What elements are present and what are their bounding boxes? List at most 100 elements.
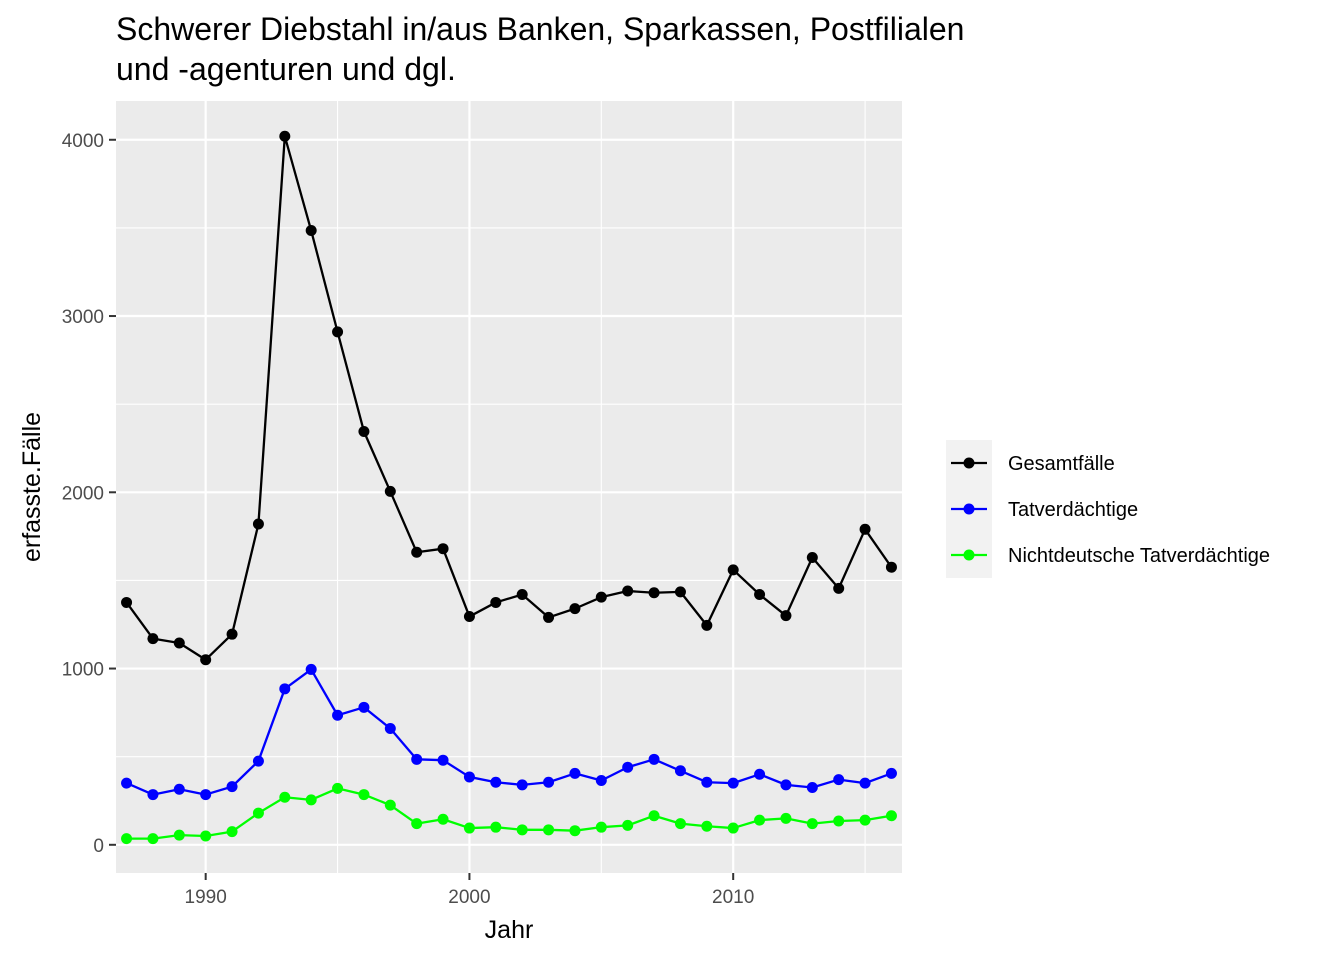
data-point-nichtdeutsche-tatverdachtige xyxy=(121,833,133,845)
data-point-gesamtfalle xyxy=(332,326,344,338)
data-point-tatverdachtige xyxy=(279,683,291,695)
data-point-gesamtfalle xyxy=(806,552,818,564)
data-point-nichtdeutsche-tatverdachtige xyxy=(780,812,792,824)
data-point-tatverdachtige xyxy=(463,771,475,783)
data-point-nichtdeutsche-tatverdachtige xyxy=(305,794,317,806)
data-point-tatverdachtige xyxy=(754,768,766,780)
data-point-gesamtfalle xyxy=(622,585,634,597)
data-point-nichtdeutsche-tatverdachtige xyxy=(490,821,502,833)
data-point-nichtdeutsche-tatverdachtige xyxy=(569,825,581,837)
data-point-gesamtfalle xyxy=(437,543,449,555)
data-point-nichtdeutsche-tatverdachtige xyxy=(332,782,344,794)
data-point-tatverdachtige xyxy=(780,779,792,791)
data-point-gesamtfalle xyxy=(780,610,792,622)
data-point-tatverdachtige xyxy=(358,701,370,713)
data-point-nichtdeutsche-tatverdachtige xyxy=(701,820,713,832)
data-point-nichtdeutsche-tatverdachtige xyxy=(595,821,607,833)
data-point-tatverdachtige xyxy=(252,755,264,767)
data-point-gesamtfalle xyxy=(463,611,475,623)
data-point-nichtdeutsche-tatverdachtige xyxy=(516,824,528,836)
data-point-tatverdachtige xyxy=(490,776,502,788)
data-point-tatverdachtige xyxy=(622,761,634,773)
data-point-tatverdachtige xyxy=(200,789,212,801)
data-point-nichtdeutsche-tatverdachtige xyxy=(885,810,897,822)
data-point-nichtdeutsche-tatverdachtige xyxy=(859,814,871,826)
data-point-gesamtfalle xyxy=(200,654,212,666)
data-point-tatverdachtige xyxy=(806,782,818,794)
legend-label-gesamtfalle: Gesamtfälle xyxy=(1008,453,1115,475)
legend-key-point-gesamtfalle xyxy=(963,457,975,469)
y-axis: 0 1000 2000 3000 4000 xyxy=(62,131,116,857)
data-point-tatverdachtige xyxy=(411,753,423,765)
data-point-gesamtfalle xyxy=(121,596,133,608)
data-point-tatverdachtige xyxy=(437,754,449,766)
data-point-tatverdachtige xyxy=(147,789,159,801)
data-point-nichtdeutsche-tatverdachtige xyxy=(384,799,396,811)
chart-title-line-2: und -agenturen und dgl. xyxy=(116,51,456,87)
x-tick-label: 2010 xyxy=(712,887,754,908)
data-point-tatverdachtige xyxy=(173,783,185,795)
data-point-gesamtfalle xyxy=(147,633,159,645)
x-tick-label: 1990 xyxy=(185,887,227,908)
series-line-gesamtfalle xyxy=(125,135,893,661)
data-point-gesamtfalle xyxy=(754,589,766,601)
data-point-tatverdachtige xyxy=(833,774,845,786)
data-point-gesamtfalle xyxy=(569,603,581,615)
data-point-nichtdeutsche-tatverdachtige xyxy=(147,833,159,845)
y-tick-label: 1000 xyxy=(62,660,104,681)
data-point-nichtdeutsche-tatverdachtige xyxy=(252,807,264,819)
data-point-tatverdachtige xyxy=(384,722,396,734)
data-point-gesamtfalle xyxy=(358,425,370,437)
data-point-gesamtfalle xyxy=(384,485,396,497)
data-point-gesamtfalle xyxy=(701,619,713,631)
data-point-nichtdeutsche-tatverdachtige xyxy=(463,822,475,834)
data-point-gesamtfalle xyxy=(833,582,845,594)
data-point-gesamtfalle xyxy=(543,611,555,623)
data-point-nichtdeutsche-tatverdachtige xyxy=(648,810,660,822)
chart-title-line-1: Schwerer Diebstahl in/aus Banken, Sparka… xyxy=(116,11,964,47)
data-point-tatverdachtige xyxy=(543,776,555,788)
data-point-gesamtfalle xyxy=(859,523,871,535)
data-point-nichtdeutsche-tatverdachtige xyxy=(279,791,291,803)
data-point-nichtdeutsche-tatverdachtige xyxy=(543,824,555,836)
data-point-gesamtfalle xyxy=(279,130,291,142)
y-tick-label: 3000 xyxy=(62,307,104,328)
data-point-nichtdeutsche-tatverdachtige xyxy=(358,789,370,801)
data-point-gesamtfalle xyxy=(490,596,502,608)
data-point-gesamtfalle xyxy=(305,225,317,237)
x-axis: 1990 2000 2010 xyxy=(185,873,754,908)
data-point-gesamtfalle xyxy=(252,518,264,530)
data-point-tatverdachtige xyxy=(674,765,686,777)
data-point-nichtdeutsche-tatverdachtige xyxy=(806,818,818,830)
data-point-tatverdachtige xyxy=(885,767,897,779)
data-point-tatverdachtige xyxy=(595,774,607,786)
data-point-nichtdeutsche-tatverdachtige xyxy=(411,818,423,830)
data-point-nichtdeutsche-tatverdachtige xyxy=(173,829,185,841)
legend-label-tatverdachtige: Tatverdächtige xyxy=(1008,499,1138,521)
data-point-nichtdeutsche-tatverdachtige xyxy=(437,813,449,825)
data-point-tatverdachtige xyxy=(332,709,344,721)
data-point-nichtdeutsche-tatverdachtige xyxy=(833,815,845,827)
legend-label-nichtdeutsche-tatverdachtige: Nichtdeutsche Tatverdächtige xyxy=(1008,545,1270,567)
data-point-gesamtfalle xyxy=(516,589,528,601)
y-tick-label: 2000 xyxy=(62,483,104,504)
legend: Gesamtfälle Tatverdächtige Nichtdeutsche T… xyxy=(951,453,1270,567)
data-point-gesamtfalle xyxy=(173,637,185,649)
plot-panel xyxy=(116,101,902,873)
y-tick-label: 0 xyxy=(93,836,104,857)
data-point-tatverdachtige xyxy=(727,777,739,789)
data-point-gesamtfalle xyxy=(595,591,607,603)
data-point-tatverdachtige xyxy=(305,663,317,675)
data-point-tatverdachtige xyxy=(569,767,581,779)
data-point-gesamtfalle xyxy=(411,546,423,558)
data-point-nichtdeutsche-tatverdachtige xyxy=(754,814,766,826)
data-point-gesamtfalle xyxy=(648,587,660,599)
data-point-tatverdachtige xyxy=(226,781,238,793)
data-point-nichtdeutsche-tatverdachtige xyxy=(622,819,634,831)
data-point-tatverdachtige xyxy=(121,777,133,789)
legend-key-point-tatverdachtige xyxy=(963,503,975,515)
x-tick-label: 2000 xyxy=(448,887,490,908)
data-point-nichtdeutsche-tatverdachtige xyxy=(226,826,238,838)
data-point-tatverdachtige xyxy=(701,776,713,788)
